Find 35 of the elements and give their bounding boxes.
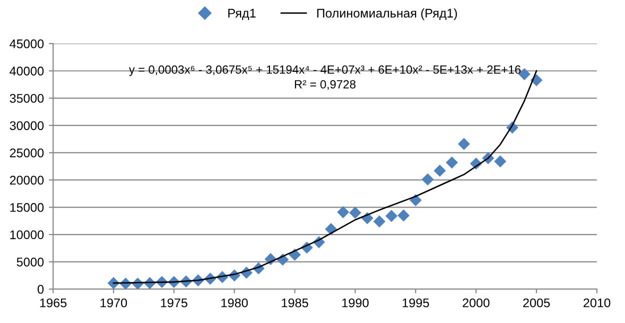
point (337, 206, 350, 218)
y-tick-label: 30000 (10, 121, 44, 130)
point (397, 209, 410, 222)
y-tick-label: 25000 (10, 148, 44, 158)
y-tick-label: 0 (38, 284, 44, 294)
x-tick-label: 1975 (161, 298, 188, 308)
y-tick-label: 10000 (10, 230, 44, 240)
legend-label: Полиномиальная (Ряд1) (317, 8, 457, 20)
point (349, 206, 362, 219)
point (494, 155, 506, 168)
point (422, 173, 434, 186)
x-tick-label: 1995 (402, 298, 430, 308)
annotation: y = 0,0003x⁶ - 3,0675x⁵ + 15194x⁴ - 4E+07x³ + 6E+10x² - 5E+13x + 2E+16 (128, 65, 521, 76)
y-tick-label: 5000 (16, 258, 44, 266)
x-tick-label: 2000 (462, 298, 490, 308)
y-tick-label: 40000 (10, 66, 44, 76)
y-tick-label: 15000 (10, 203, 44, 212)
x-tick-label: 1980 (221, 298, 248, 308)
point (458, 138, 470, 150)
x-tick-label: 2010 (584, 298, 610, 308)
point (446, 156, 458, 169)
y-tick-label: 35000 (10, 94, 44, 103)
legend-label: Ряд1 (228, 8, 256, 20)
x-tick-label: 1970 (100, 298, 127, 308)
x-tick-label: 1990 (342, 298, 369, 308)
y-tick-label: 45000 (10, 39, 44, 48)
x-tick-label: 1965 (40, 298, 67, 308)
y-tick-label: 20000 (10, 176, 44, 185)
x-tick-label: 1985 (282, 298, 308, 308)
point (385, 210, 398, 222)
x-tick-label: 2005 (523, 298, 550, 308)
point (373, 215, 386, 228)
annotation: R² = 0,9728 (294, 80, 356, 90)
point (434, 164, 446, 177)
point (410, 194, 422, 206)
